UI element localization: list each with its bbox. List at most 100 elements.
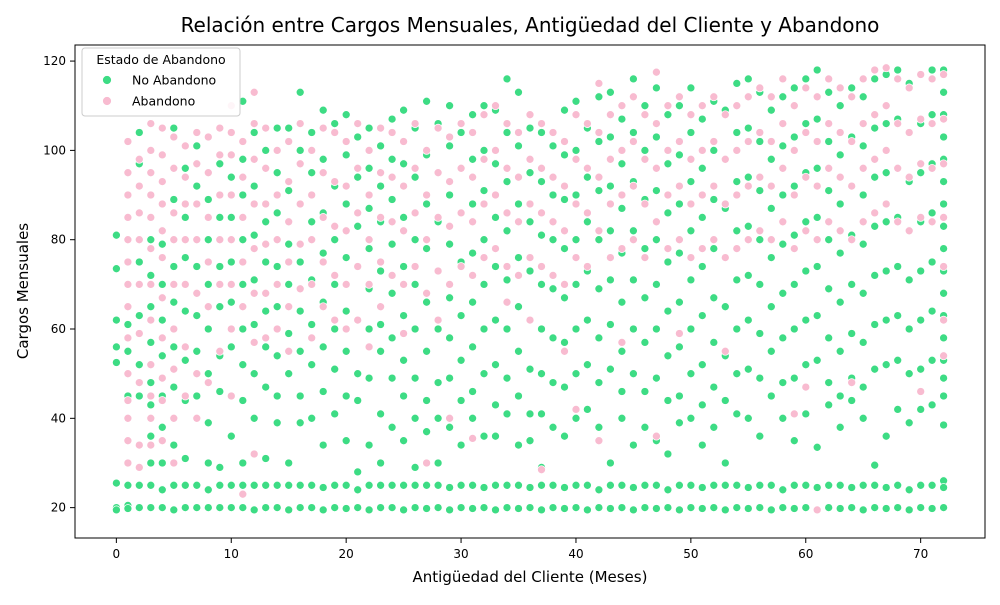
- data-point-no-abandono: [858, 92, 868, 102]
- data-point-abandono: [272, 190, 282, 200]
- data-point-no-abandono: [146, 271, 156, 280]
- data-point-no-abandono: [215, 213, 225, 222]
- data-point-abandono: [709, 92, 719, 102]
- data-point-no-abandono: [537, 505, 546, 515]
- data-point-no-abandono: [858, 190, 868, 200]
- data-point-no-abandono: [812, 442, 822, 452]
- data-point-no-abandono: [146, 302, 156, 312]
- data-point-no-abandono: [387, 373, 397, 383]
- data-point-no-abandono: [583, 480, 592, 490]
- legend-label-no-abandono: No Abandono: [132, 73, 216, 88]
- data-point-no-abandono: [387, 333, 397, 343]
- data-point-no-abandono: [755, 431, 765, 441]
- data-point-no-abandono: [445, 333, 454, 343]
- data-point-no-abandono: [410, 413, 420, 423]
- data-point-abandono: [709, 137, 719, 146]
- data-point-no-abandono: [916, 405, 926, 414]
- data-point-no-abandono: [939, 391, 948, 401]
- data-point-abandono: [238, 489, 248, 499]
- data-point-abandono: [652, 119, 661, 128]
- data-point-no-abandono: [180, 355, 190, 365]
- data-point-no-abandono: [812, 213, 822, 222]
- data-point-abandono: [295, 159, 305, 169]
- data-point-no-abandono: [629, 226, 638, 236]
- data-point-no-abandono: [456, 440, 466, 450]
- data-point-abandono: [720, 253, 730, 262]
- data-point-no-abandono: [134, 257, 144, 267]
- data-point-no-abandono: [261, 146, 271, 155]
- data-point-abandono: [514, 128, 523, 137]
- data-point-no-abandono: [514, 253, 523, 262]
- data-point-abandono: [870, 110, 880, 120]
- data-point-no-abandono: [376, 480, 385, 490]
- data-point-abandono: [215, 280, 225, 289]
- data-point-abandono: [169, 413, 179, 423]
- data-point-no-abandono: [157, 239, 167, 249]
- data-point-no-abandono: [238, 458, 248, 468]
- x-tick-label: 60: [798, 547, 813, 561]
- data-point-no-abandono: [249, 230, 259, 240]
- data-point-abandono: [157, 436, 167, 446]
- data-point-no-abandono: [525, 409, 535, 419]
- data-point-no-abandono: [743, 364, 753, 374]
- data-point-no-abandono: [732, 226, 742, 236]
- data-point-abandono: [180, 391, 190, 401]
- data-point-abandono: [146, 280, 156, 289]
- data-point-no-abandono: [801, 503, 811, 512]
- data-point-no-abandono: [732, 369, 742, 379]
- data-point-abandono: [606, 199, 615, 209]
- data-point-no-abandono: [812, 311, 822, 320]
- data-point-no-abandono: [916, 480, 926, 490]
- data-point-abandono: [939, 262, 948, 271]
- data-point-no-abandono: [272, 351, 282, 361]
- data-point-abandono: [192, 199, 202, 209]
- points-layer: [112, 63, 948, 515]
- data-point-no-abandono: [445, 293, 454, 303]
- data-point-no-abandono: [939, 483, 948, 492]
- data-point-abandono: [571, 154, 581, 164]
- data-point-abandono: [157, 150, 167, 160]
- data-point-abandono: [203, 302, 213, 312]
- data-point-no-abandono: [640, 101, 650, 111]
- data-point-no-abandono: [387, 422, 397, 432]
- data-point-no-abandono: [307, 360, 317, 370]
- data-point-no-abandono: [422, 346, 431, 356]
- data-point-no-abandono: [881, 168, 891, 178]
- data-point-no-abandono: [755, 186, 765, 195]
- data-point-no-abandono: [606, 480, 615, 490]
- data-point-no-abandono: [525, 483, 535, 492]
- data-point-abandono: [157, 293, 167, 303]
- legend-marker-abandono: [102, 96, 112, 106]
- data-point-no-abandono: [663, 485, 673, 495]
- data-point-no-abandono: [433, 503, 443, 512]
- data-point-no-abandono: [215, 480, 225, 490]
- data-point-no-abandono: [686, 480, 696, 490]
- data-point-no-abandono: [847, 329, 857, 338]
- data-point-abandono: [364, 280, 374, 289]
- data-point-no-abandono: [307, 168, 317, 178]
- data-point-no-abandono: [755, 280, 765, 289]
- data-point-no-abandono: [468, 413, 477, 423]
- data-point-abandono: [422, 458, 431, 468]
- data-point-no-abandono: [893, 480, 903, 490]
- data-point-no-abandono: [720, 302, 730, 312]
- data-point-abandono: [927, 163, 937, 173]
- data-point-no-abandono: [226, 431, 236, 441]
- data-point-no-abandono: [238, 280, 248, 289]
- data-point-abandono: [284, 217, 294, 227]
- data-point-abandono: [560, 226, 569, 236]
- data-point-abandono: [203, 132, 213, 142]
- data-point-no-abandono: [732, 275, 742, 285]
- data-point-no-abandono: [801, 74, 811, 84]
- data-point-no-abandono: [812, 355, 822, 365]
- data-point-no-abandono: [295, 146, 305, 155]
- data-point-no-abandono: [284, 186, 294, 195]
- data-point-no-abandono: [789, 280, 799, 289]
- data-point-no-abandono: [858, 413, 868, 423]
- data-point-no-abandono: [893, 262, 903, 271]
- data-point-no-abandono: [675, 418, 684, 428]
- data-point-no-abandono: [491, 480, 500, 490]
- data-point-no-abandono: [215, 387, 225, 396]
- data-point-no-abandono: [203, 485, 213, 495]
- data-point-no-abandono: [766, 302, 776, 312]
